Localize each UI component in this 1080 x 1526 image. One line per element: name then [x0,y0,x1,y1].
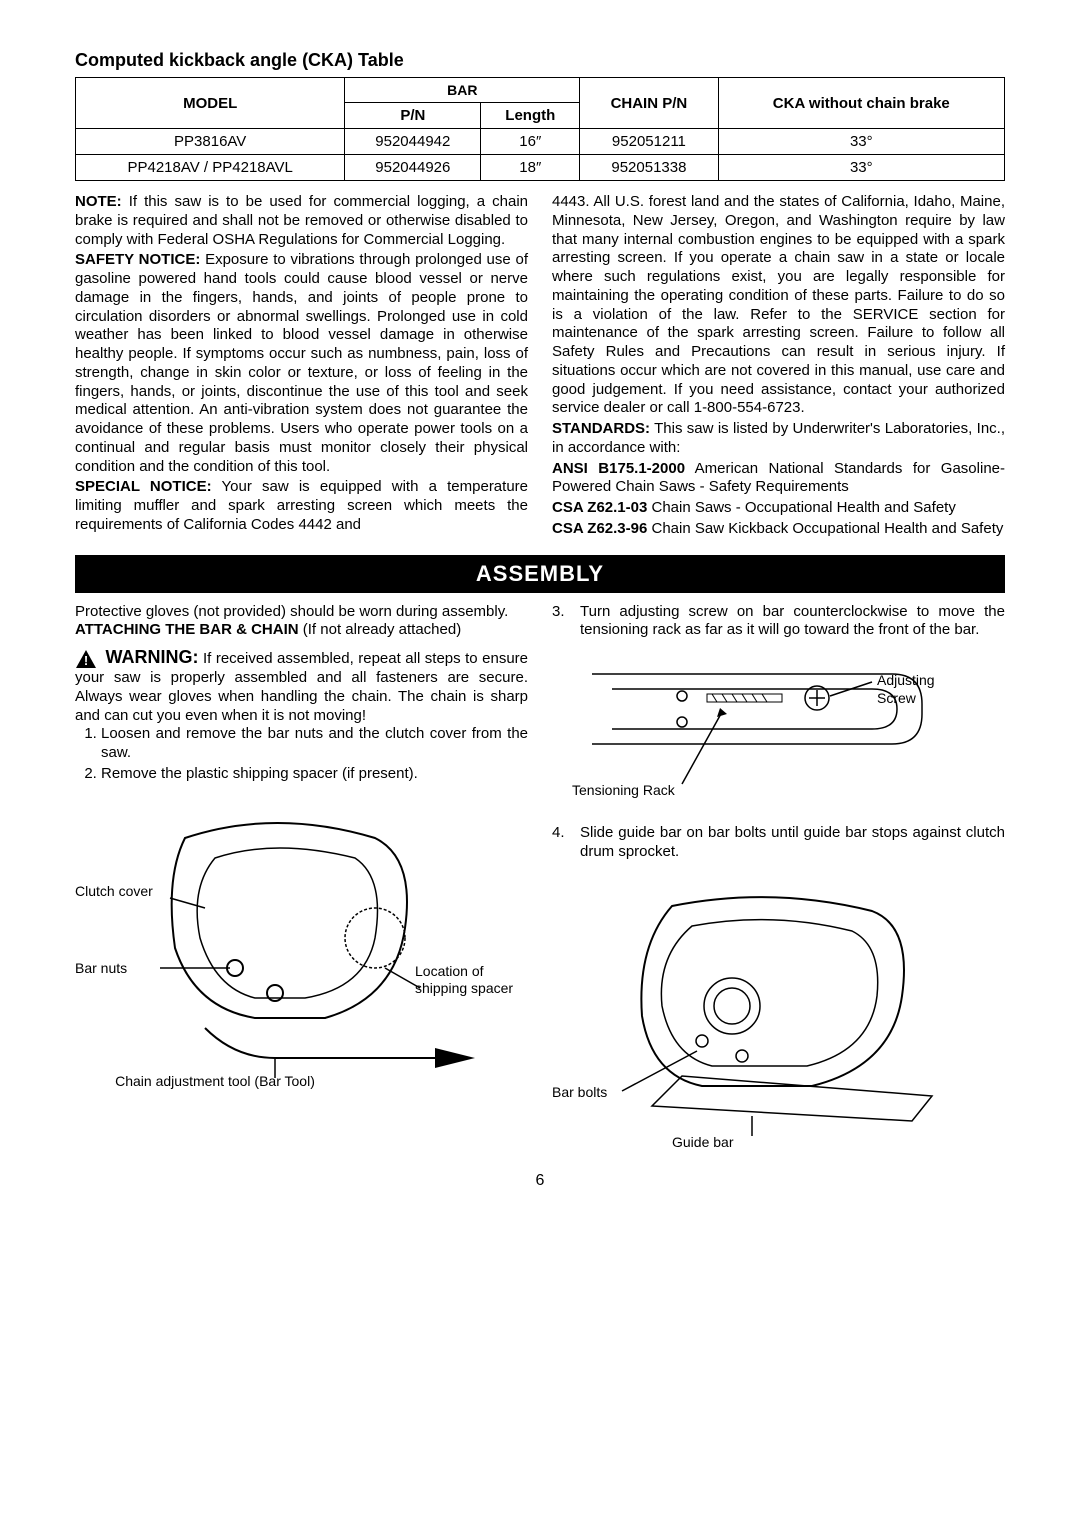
step3-num: 3. [552,603,570,641]
note-text: If this saw is to be used for commercial… [75,193,528,248]
left-column: NOTE: If this saw is to be used for comm… [75,193,528,541]
figure-clutch: Clutch cover Bar nuts Location of shippi… [75,798,528,1098]
cell: 952044926 [345,155,481,181]
col-cka: CKA without chain brake [718,78,1004,129]
csa2-label: CSA Z62.3-96 [552,520,647,537]
forest-text: 4443. All U.S. forest land and the state… [552,193,1005,418]
cka-heading: Computed kickback angle (CKA) Table [75,50,1005,71]
attach-suffix: (If not already attached) [299,621,462,638]
label-tension-rack: Tensioning Rack [572,782,675,800]
label-chain-tool: Chain adjustment tool (Bar Tool) [115,1073,315,1091]
cell: 952051338 [580,155,718,181]
cka-table: MODEL BAR CHAIN P/N CKA without chain br… [75,77,1005,181]
cell: 952051211 [580,129,718,155]
label-location: Location of shipping spacer [415,963,515,998]
note-label: NOTE: [75,193,122,210]
table-row: PP3816AV 952044942 16″ 952051211 33° [76,129,1005,155]
step-3: Turn adjusting screw on bar counterclock… [580,603,1005,641]
label-clutch-cover: Clutch cover [75,883,153,901]
col-model: MODEL [76,78,345,129]
csa2-text: Chain Saw Kickback Occupational Health a… [647,520,1003,537]
page-number: 6 [75,1172,1005,1190]
cell: PP4218AV / PP4218AVL [76,155,345,181]
col-length: Length [481,103,580,129]
col-chain: CHAIN P/N [580,78,718,129]
cell: PP3816AV [76,129,345,155]
steps-list: Loosen and remove the bar nuts and the c… [75,725,528,783]
safety-label: SAFETY NOTICE: [75,251,200,268]
cell: 18″ [481,155,580,181]
ansi-label: ANSI B175.1-2000 [552,460,685,477]
step4-num: 4. [552,824,570,862]
step-4: Slide guide bar on bar bolts until guide… [580,824,1005,862]
cell: 952044942 [345,129,481,155]
col-pn: P/N [345,103,481,129]
assembly-intro: Protective gloves (not provided) should … [75,603,528,622]
cell: 16″ [481,129,580,155]
right-column: 4443. All U.S. forest land and the state… [552,193,1005,541]
svg-text:!: ! [84,653,88,668]
attach-label: ATTACHING THE BAR & CHAIN [75,621,299,638]
figure-guidebar: Bar bolts Guide bar [552,876,1005,1156]
step-2: Remove the plastic shipping spacer (if p… [101,765,528,784]
assembly-right: 3. Turn adjusting screw on bar counterclo… [552,603,1005,1156]
step-1: Loosen and remove the bar nuts and the c… [101,725,528,763]
table-row: PP4218AV / PP4218AVL 952044926 18″ 95205… [76,155,1005,181]
label-adjusting-screw: Adjusting Screw [877,672,967,707]
warning-label: WARNING: [106,647,199,667]
assembly-left: Protective gloves (not provided) should … [75,603,528,1156]
bar-group: BAR [345,78,580,103]
cell: 33° [718,129,1004,155]
warning-icon: ! [75,649,97,669]
cell: 33° [718,155,1004,181]
special-label: SPECIAL NOTICE: [75,478,212,495]
label-bar-nuts: Bar nuts [75,960,127,978]
label-guide-bar: Guide bar [672,1134,733,1152]
label-bar-bolts: Bar bolts [552,1084,607,1102]
standards-label: STANDARDS: [552,420,650,437]
csa1-label: CSA Z62.1-03 [552,499,647,516]
figure-tension: Adjusting Screw Tensioning Rack [552,654,1005,814]
assembly-banner: ASSEMBLY [75,555,1005,593]
csa1-text: Chain Saws - Occupational Health and Saf… [647,499,956,516]
safety-text: Exposure to vibrations through prolonged… [75,251,528,474]
